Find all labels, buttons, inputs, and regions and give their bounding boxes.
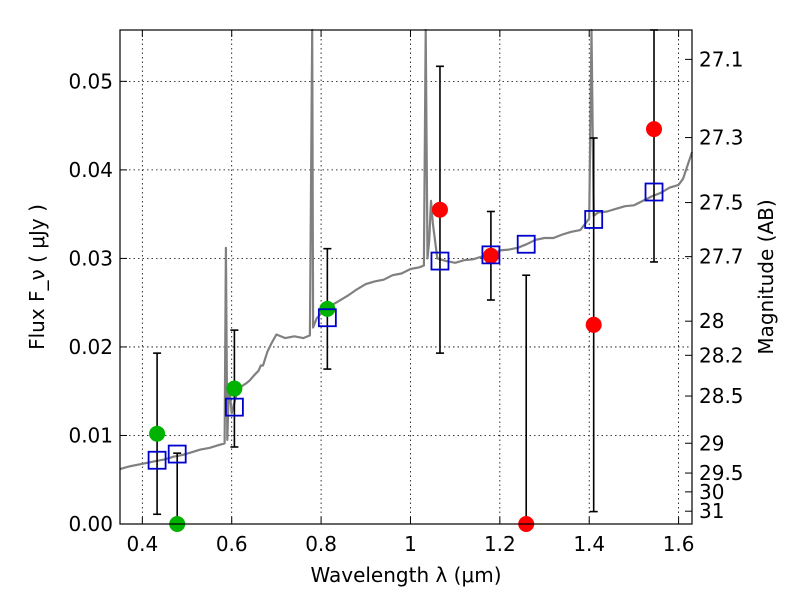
y-tick-label: 0.05 <box>68 69 113 93</box>
model-photometry-point <box>147 450 167 470</box>
x-axis-label: Wavelength λ (μm) <box>310 563 501 587</box>
model-photometry-point <box>584 210 604 229</box>
x-tick-label: 0.8 <box>305 532 337 556</box>
observed-point <box>585 316 602 333</box>
observed-point <box>149 425 166 442</box>
x-tick-label: 1.6 <box>663 532 695 556</box>
model-photometry-point <box>430 251 450 271</box>
x-tick-label: 1 <box>404 532 417 556</box>
x-tick-label: 0.6 <box>216 532 248 556</box>
mag-tick-label: 30 <box>699 480 724 504</box>
axis-ticks: 0.4 0.6 0.8 1 1.2 1.4 1.6 0.00 0.01 0.02 0.03 0.04 0… <box>68 30 744 556</box>
y-tick-label: 0.01 <box>68 423 113 447</box>
mag-tick-label: 27.3 <box>699 126 744 150</box>
observed-point <box>482 247 499 264</box>
mag-tick-label: 28 <box>699 309 724 333</box>
x-tick-label: 1.4 <box>573 532 605 556</box>
plot-background <box>120 30 692 524</box>
y-tick-label: 0.03 <box>68 246 113 270</box>
model-photometry-point <box>481 245 501 265</box>
plot-frame <box>119 29 693 525</box>
model-photometry-point <box>644 182 664 202</box>
model-photometry-point <box>516 234 536 254</box>
spectrum-line <box>119 28 694 471</box>
y-axis-label-right: Magnitude (AB) <box>754 199 778 354</box>
model-photometry-point <box>167 444 187 464</box>
y-tick-label: 0.04 <box>68 158 113 182</box>
mag-tick-label: 31 <box>699 499 724 523</box>
mag-tick-label: 27.5 <box>699 191 744 215</box>
y-tick-label: 0.00 <box>68 512 113 536</box>
mag-tick-label: 27.7 <box>699 245 744 269</box>
x-tick-label: 0.4 <box>126 532 158 556</box>
model-photometry-point <box>224 397 244 417</box>
observed-point <box>646 121 663 138</box>
mag-tick-label: 29 <box>699 431 724 455</box>
x-tick-label: 1.2 <box>484 532 516 556</box>
model-spectrum <box>119 28 694 471</box>
mag-tick-label: 28.5 <box>699 384 744 408</box>
mag-tick-label: 29.5 <box>699 461 744 485</box>
model-photometry-point <box>317 308 337 328</box>
model-photometry-points <box>147 182 664 470</box>
observed-point <box>226 380 243 397</box>
y-axis-label-left: Flux F_ν ( μJy ) <box>25 204 49 350</box>
mag-tick-label: 28.2 <box>699 343 744 367</box>
y-tick-label: 0.02 <box>68 335 113 359</box>
observed-point <box>431 201 448 218</box>
mag-tick-label: 27.1 <box>699 47 744 71</box>
